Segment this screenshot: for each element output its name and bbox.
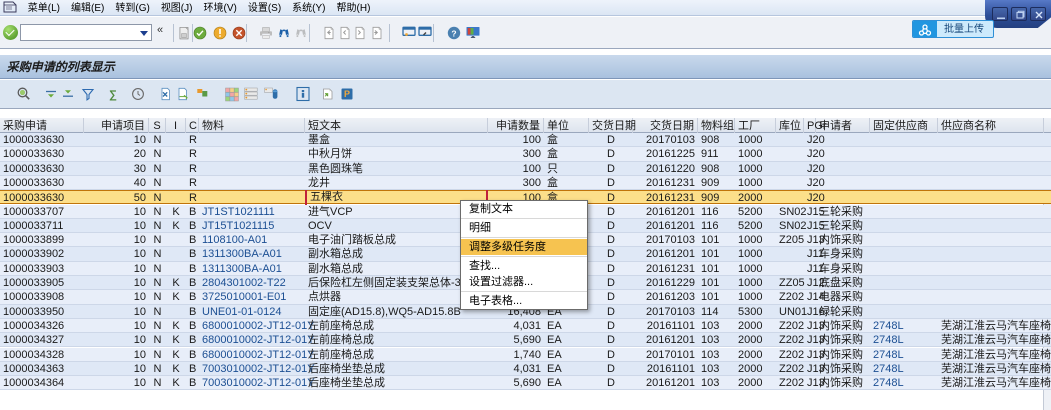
svg-text:?: ? — [451, 28, 456, 38]
svg-text:P: P — [344, 89, 350, 99]
svg-text:∑: ∑ — [109, 89, 117, 101]
